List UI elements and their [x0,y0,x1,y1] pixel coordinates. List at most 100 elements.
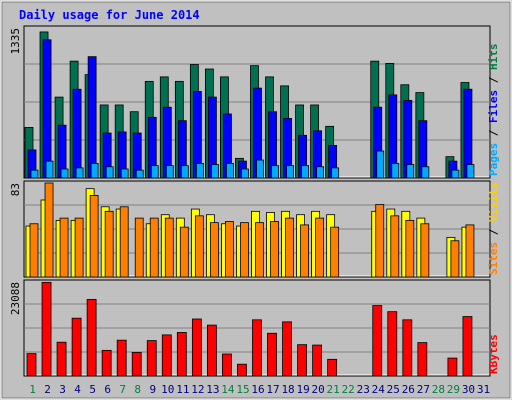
legend-part: KBytes [487,334,500,374]
bar-kbytes-day-8 [131,351,142,377]
bar-pages-day-27 [421,166,430,179]
bar-sites-day-24 [375,204,385,278]
y-max-label-middle: 83 [9,183,22,196]
bar-sites-day-21 [330,226,340,278]
bar-pages-day-21 [331,167,340,179]
bar-kbytes-day-30 [462,316,473,377]
bar-sites-day-17 [270,221,279,278]
x-tick-label-day-3: 3 [59,383,66,396]
bar-pages-day-7 [120,168,129,179]
x-tick-label-day-8: 8 [134,383,141,396]
bar-sites-day-19 [300,224,309,278]
bar-sites-day-25 [390,215,400,278]
bar-kbytes-day-20 [312,344,323,377]
x-tick-label-day-23: 23 [357,383,370,396]
bar-sites-day-16 [255,222,264,278]
x-tick-label-day-31: 31 [477,383,490,396]
bar-sites-day-20 [315,217,325,278]
bar-kbytes-day-9 [146,340,157,377]
x-tick-label-day-22: 22 [342,383,355,396]
bar-pages-day-9 [150,165,159,179]
legend-part: Pages [487,143,500,176]
bar-sites-day-15 [240,222,249,278]
bar-sites-day-10 [164,217,174,278]
bar-pages-day-3 [60,168,69,179]
x-tick-label-day-27: 27 [417,383,430,396]
x-tick-label-day-11: 11 [176,383,189,396]
bar-pages-day-6 [105,166,114,179]
x-tick-label-day-18: 18 [281,383,294,396]
bar-pages-day-25 [391,162,400,179]
bar-kbytes-day-19 [297,344,307,377]
bar-sites-day-1 [29,223,39,278]
bar-pages-day-12 [195,162,204,179]
y-max-label-top: 1335 [9,28,22,55]
bar-pages-day-11 [180,165,189,179]
legend-middle: Sites / Visits [487,182,500,275]
x-tick-label-day-10: 10 [161,383,174,396]
bar-sites-day-18 [285,217,294,278]
bar-sites-day-9 [149,217,159,278]
legend-part: / [487,222,500,242]
x-tick-label-day-12: 12 [191,383,204,396]
x-tick-label-day-30: 30 [462,383,475,396]
x-tick-label-day-29: 29 [447,383,460,396]
bar-kbytes-day-10 [161,334,172,377]
bar-pages-day-13 [210,164,219,179]
bar-pages-day-17 [271,165,279,179]
bar-sites-day-13 [209,222,219,278]
legend-part: Sites [487,242,500,275]
bar-kbytes-day-4 [71,317,82,377]
bar-kbytes-day-5 [86,299,97,377]
x-tick-label-day-25: 25 [387,383,400,396]
bar-kbytes-day-15 [237,363,247,377]
bar-kbytes-day-6 [101,349,112,377]
bar-kbytes-day-14 [222,353,232,377]
bar-pages-day-30 [466,164,475,179]
x-tick-label-day-1: 1 [29,383,36,396]
bar-kbytes-day-27 [417,342,428,377]
bar-kbytes-day-29 [447,357,458,377]
x-tick-label-day-16: 16 [251,383,264,396]
bar-pages-day-26 [406,164,415,179]
bar-kbytes-day-16 [252,319,262,377]
x-tick-label-day-20: 20 [312,383,325,396]
bar-sites-day-30 [465,224,475,278]
x-tick-label-day-7: 7 [119,383,126,396]
legend-part: / [487,123,500,143]
bar-pages-day-15 [241,168,249,179]
x-tick-label-day-28: 28 [432,383,445,396]
bar-kbytes-day-3 [56,341,67,377]
bar-pages-day-8 [135,169,144,179]
legend-part: / [487,70,500,90]
x-tick-label-day-19: 19 [296,383,309,396]
bar-kbytes-day-1 [26,353,37,377]
bar-sites-day-14 [225,221,234,278]
legend-bottom: KBytes [487,334,500,374]
bar-files-day-2 [42,39,52,179]
y-max-label-bottom: 23088 [9,282,22,315]
legend-top: Pages / Files / Hits [487,44,500,177]
x-tick-label-day-13: 13 [206,383,219,396]
bar-pages-day-19 [301,165,309,179]
bar-pages-day-16 [256,159,264,179]
bar-kbytes-day-18 [282,321,292,377]
bar-sites-day-27 [420,223,430,278]
bar-sites-day-12 [194,215,204,278]
bar-sites-day-11 [179,226,189,278]
bar-files-day-5 [87,56,97,179]
bar-sites-day-4 [74,217,84,278]
bar-kbytes-day-11 [176,332,187,377]
chart-title: Daily usage for June 2014 [19,8,200,22]
bar-pages-day-10 [165,165,174,179]
bar-kbytes-day-24 [372,305,383,377]
bar-kbytes-day-12 [191,318,202,377]
bar-kbytes-day-2 [41,281,52,377]
x-tick-label-day-24: 24 [372,383,386,396]
bar-pages-day-1 [30,169,39,179]
bar-pages-day-14 [226,162,234,179]
